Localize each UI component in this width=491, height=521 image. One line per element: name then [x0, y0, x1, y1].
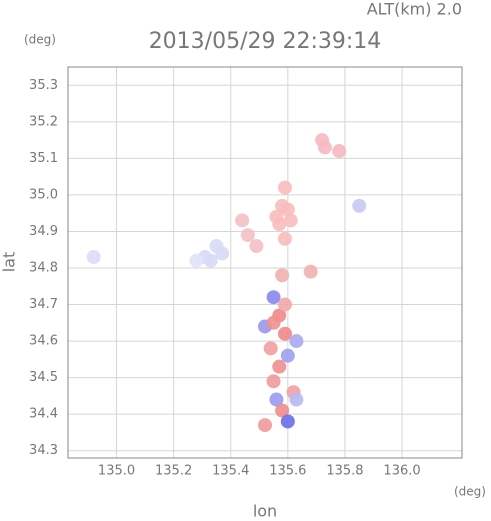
y-tick-label: 34.3 [29, 443, 58, 458]
echo-point [258, 418, 272, 433]
y-tick-label: 35.3 [29, 78, 58, 93]
echo-point [266, 374, 281, 389]
echo-point [277, 297, 292, 312]
echo-point [289, 334, 304, 349]
echo-point [303, 264, 318, 279]
chart-title: 2013/05/29 22:39:14 [149, 29, 382, 54]
echo-point [352, 198, 367, 213]
echo-point [215, 246, 230, 261]
echo-point [275, 268, 290, 283]
y-tick-label: 34.6 [29, 334, 58, 349]
x-axis-label: lon [253, 502, 277, 521]
y-tick-label: 35.1 [29, 151, 58, 166]
echo-point [240, 228, 255, 243]
echo-point [275, 403, 290, 418]
y-unit: (deg) [24, 33, 56, 47]
echo-point [86, 250, 101, 265]
echo-point [280, 414, 295, 429]
echo-point [263, 341, 278, 356]
echo-point [269, 209, 284, 224]
x-unit: (deg) [454, 485, 486, 499]
echo-point [280, 202, 295, 217]
y-tick-label: 34.9 [29, 224, 58, 239]
echo-point [332, 144, 347, 159]
y-tick-label: 35.2 [29, 114, 58, 129]
echo-point [235, 213, 250, 228]
y-tick-label: 34.8 [29, 260, 58, 275]
echo-point [280, 348, 295, 363]
echo-point [272, 359, 287, 374]
echo-point [283, 213, 298, 228]
echo-point [317, 140, 332, 155]
echo-point [203, 253, 218, 268]
y-tick-label: 34.5 [29, 370, 58, 385]
x-tick-label: 135.4 [212, 464, 249, 479]
x-tick-label: 135.2 [155, 464, 192, 479]
echo-point [189, 253, 204, 268]
echo-point [277, 326, 292, 341]
altitude-label: ALT(km) 2.0 [367, 0, 462, 19]
y-axis-label: lat [0, 252, 19, 273]
y-tick-label: 34.4 [29, 407, 58, 422]
y-tick-label: 35.0 [29, 187, 58, 202]
x-tick-label: 136.0 [383, 464, 420, 479]
x-tick-label: 135.6 [269, 464, 306, 479]
echo-point [266, 315, 281, 330]
x-tick-label: 135.0 [98, 464, 135, 479]
echo-point [266, 290, 281, 305]
echo-point [277, 231, 292, 246]
echo-point [277, 180, 292, 195]
echo-point [249, 239, 264, 254]
echo-point [269, 392, 284, 407]
plot-frame [67, 66, 463, 459]
x-tick-label: 135.8 [326, 464, 363, 479]
echo-point [289, 392, 304, 407]
y-tick-label: 34.7 [29, 297, 58, 312]
